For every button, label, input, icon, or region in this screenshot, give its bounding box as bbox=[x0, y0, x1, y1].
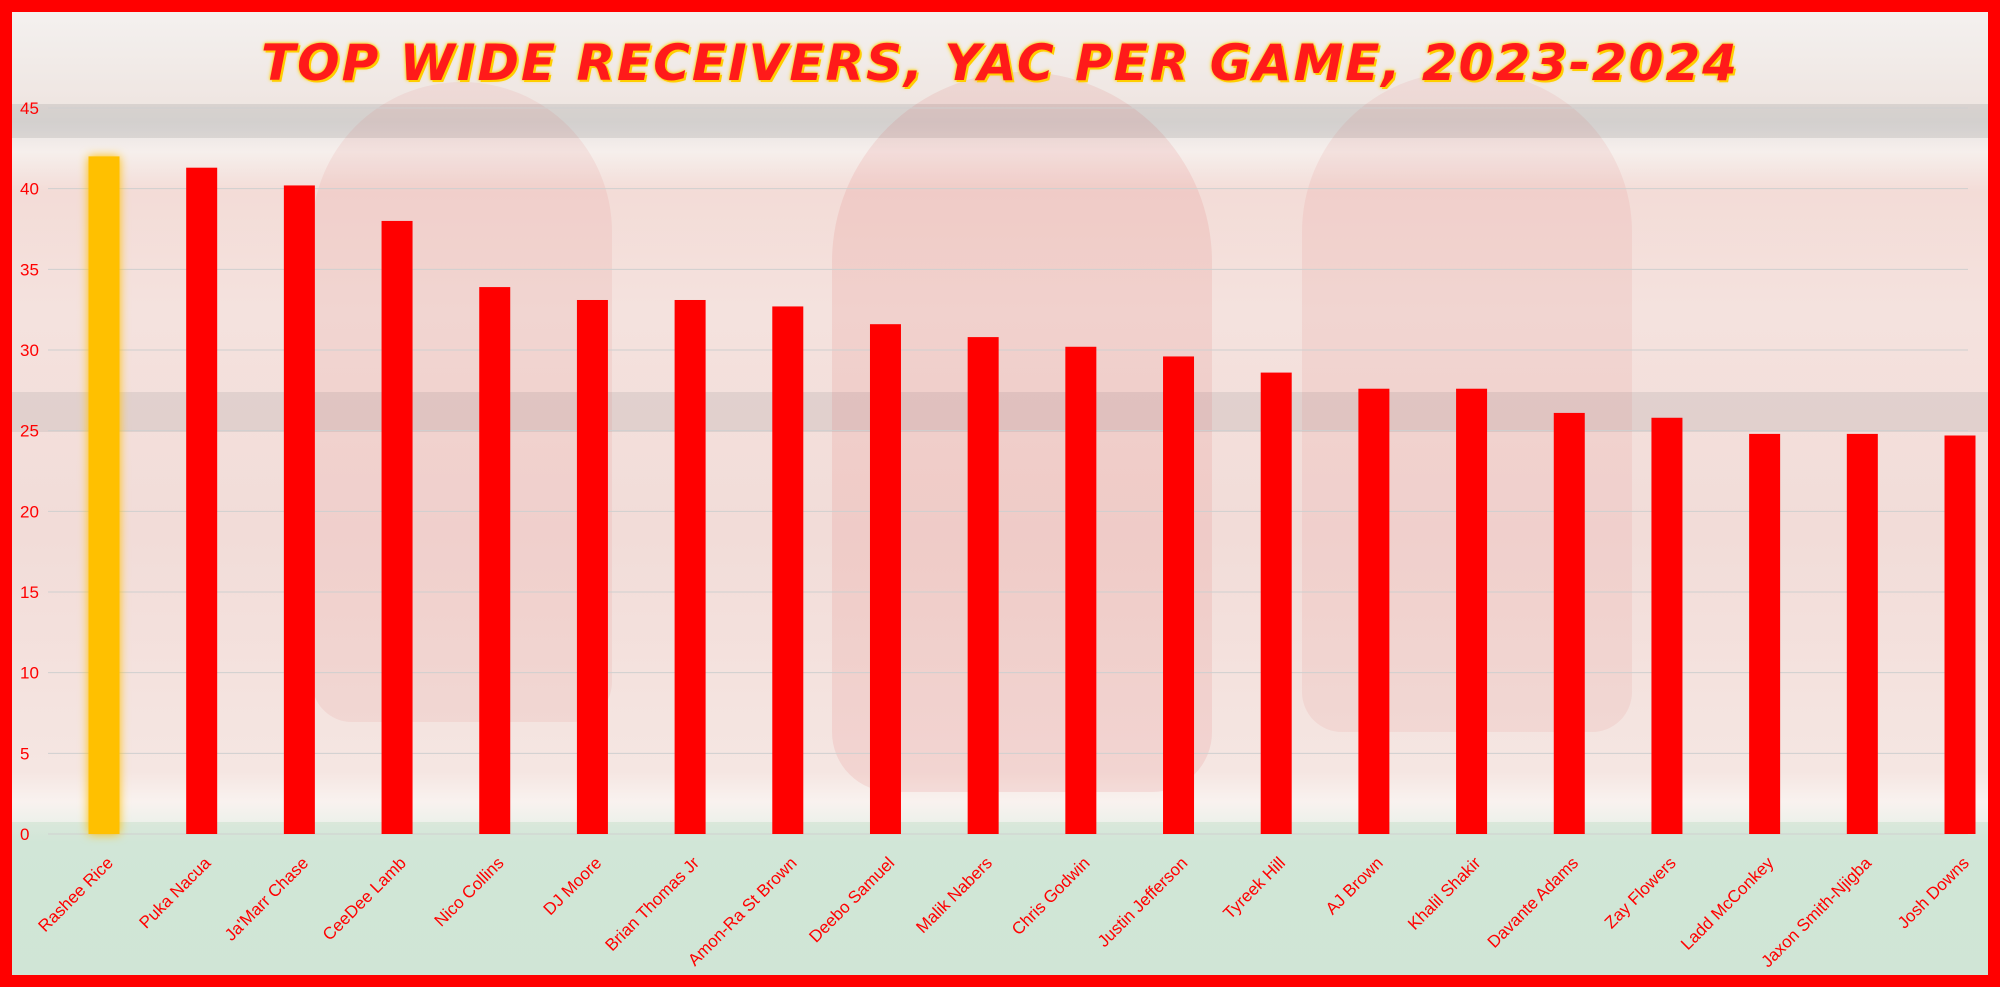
bar bbox=[1651, 417, 1683, 834]
x-tick-label: Ladd McConkey bbox=[1677, 853, 1778, 954]
bar bbox=[1065, 346, 1097, 834]
bar bbox=[283, 185, 315, 834]
bar bbox=[1944, 435, 1976, 834]
y-tick-label: 10 bbox=[20, 664, 39, 683]
y-tick-label: 35 bbox=[20, 260, 39, 279]
bars bbox=[88, 156, 1976, 835]
y-axis: 0 5 10 15 20 25 30 35 40 45 bbox=[20, 99, 39, 844]
x-tick-label: AJ Brown bbox=[1322, 853, 1387, 918]
y-tick-label: 25 bbox=[20, 422, 39, 441]
bar bbox=[381, 220, 413, 834]
y-tick-label: 40 bbox=[20, 180, 39, 199]
x-tick-label: Rashee Rice bbox=[35, 853, 117, 935]
bar bbox=[967, 337, 999, 834]
x-tick-label: Davante Adams bbox=[1484, 853, 1582, 951]
gridlines bbox=[48, 107, 1968, 835]
bar bbox=[1553, 412, 1585, 834]
bar bbox=[88, 156, 120, 834]
y-tick-label: 30 bbox=[20, 341, 39, 360]
x-tick-label: Ja'Marr Chase bbox=[221, 853, 312, 944]
bar bbox=[1358, 388, 1390, 834]
bar bbox=[479, 287, 511, 835]
y-tick-label: 15 bbox=[20, 583, 39, 602]
bar bbox=[576, 299, 608, 834]
y-tick-label: 5 bbox=[20, 744, 29, 763]
bar bbox=[772, 306, 804, 834]
x-tick-label: Chris Godwin bbox=[1008, 853, 1094, 939]
bar bbox=[869, 324, 901, 834]
y-tick-label: 45 bbox=[20, 99, 39, 118]
x-tick-label: Tyreek Hill bbox=[1219, 853, 1289, 923]
x-axis: Rashee Rice Puka Nacua Ja'Marr Chase CeeDee… bbox=[35, 853, 1973, 971]
bar bbox=[674, 299, 706, 834]
x-tick-label: DJ Moore bbox=[540, 853, 606, 919]
x-tick-label: Amon-Ra St Brown bbox=[684, 853, 800, 969]
x-tick-label: CeeDee Lamb bbox=[319, 853, 410, 944]
x-tick-label: Puka Nacua bbox=[136, 853, 215, 932]
x-tick-label: Jaxon Smith-Njigba bbox=[1757, 853, 1875, 971]
bar bbox=[1456, 388, 1488, 834]
x-tick-label: Justin Jefferson bbox=[1094, 853, 1191, 950]
bar bbox=[1749, 433, 1781, 834]
bar bbox=[1260, 372, 1292, 834]
y-tick-label: 0 bbox=[20, 825, 29, 844]
x-tick-label: Nico Collins bbox=[431, 853, 508, 930]
y-tick-label: 20 bbox=[20, 502, 39, 521]
bar bbox=[1163, 356, 1195, 834]
chart-title: TOP WIDE RECEIVERS, YAC PER GAME, 2023-2… bbox=[261, 34, 1739, 92]
x-tick-label: Zay Flowers bbox=[1601, 853, 1680, 932]
x-tick-label: Khalil Shakir bbox=[1404, 853, 1484, 933]
bar bbox=[186, 167, 218, 834]
x-tick-label: Brian Thomas Jr bbox=[602, 853, 704, 955]
x-tick-label: Josh Downs bbox=[1894, 853, 1973, 932]
x-tick-label: Malik Nabers bbox=[912, 853, 996, 937]
bar bbox=[1846, 433, 1878, 834]
x-tick-label: Deebo Samuel bbox=[805, 853, 898, 946]
